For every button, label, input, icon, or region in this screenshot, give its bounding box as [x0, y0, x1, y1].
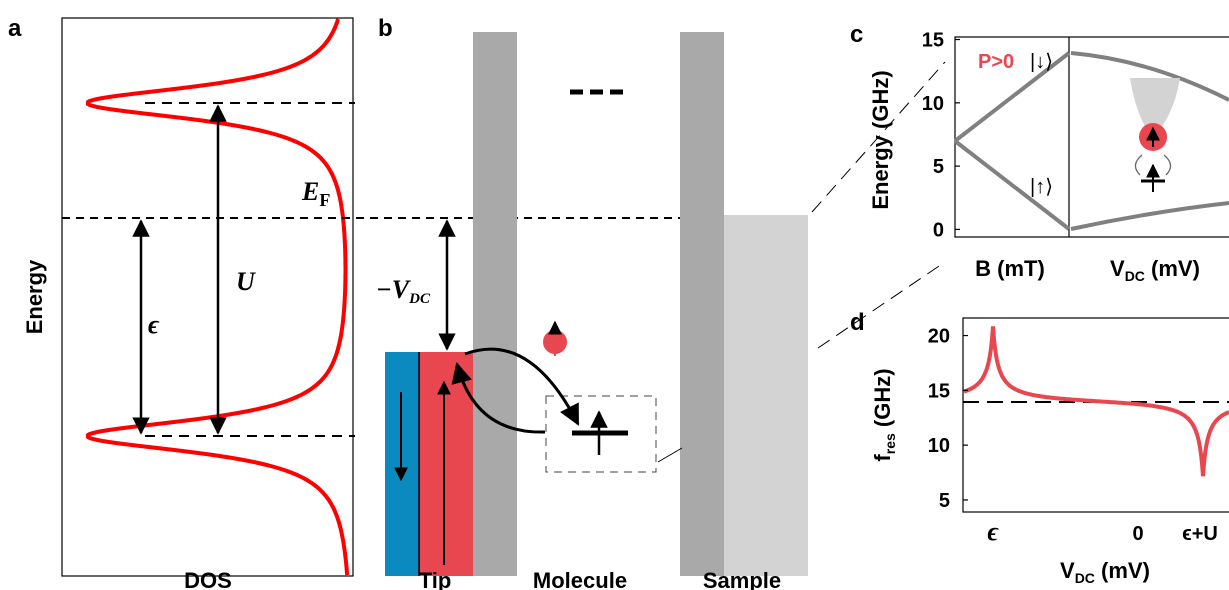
label-unit: (mV)	[1145, 256, 1200, 281]
bias-main: −V	[376, 275, 412, 304]
tip-cone	[1130, 78, 1180, 132]
bias-curve	[1070, 51, 1229, 102]
axes-frame	[954, 36, 1229, 238]
fermi-main: E	[301, 177, 319, 206]
bias-curve	[1070, 201, 1229, 231]
y-tick-label: 5	[939, 490, 950, 512]
x-axis-label: VDC (mV)	[1060, 558, 1150, 586]
molecule-label: Molecule	[533, 568, 627, 590]
label-main: V	[1060, 558, 1075, 583]
x-tick-label: ϵ+U	[1182, 523, 1218, 545]
panel-label: d	[850, 309, 865, 336]
label-unit: (mV)	[1095, 558, 1150, 583]
state-label: |↓⟩	[1030, 51, 1053, 73]
panel-label: a	[8, 15, 22, 42]
resonance-curve	[963, 326, 1229, 477]
label-sub: DC	[1075, 570, 1095, 586]
exchange-arrows	[1134, 154, 1172, 176]
fermi-sub: F	[319, 190, 330, 210]
polarization-label: P>0	[978, 51, 1014, 73]
label-unit: (GHz)	[870, 368, 895, 433]
zeeman-line	[953, 51, 1071, 143]
tip-barrier	[473, 32, 517, 576]
x-axis-label: B (mT)	[975, 256, 1045, 281]
zoom-line	[811, 61, 946, 213]
label-main: f	[870, 454, 895, 462]
panel-label: b	[378, 15, 393, 42]
y-tick-label: 20	[928, 326, 950, 348]
x-axis-label: DOS	[184, 568, 232, 590]
tunnel-arrow	[464, 347, 580, 426]
tunnel-arrow	[451, 361, 546, 434]
zeeman-line	[953, 139, 1071, 231]
y-tick-label: 0	[933, 219, 944, 241]
sample-block	[724, 215, 808, 576]
y-tick-label: 15	[928, 380, 950, 402]
y-tick-label: 5	[933, 156, 944, 178]
zoom-line	[817, 261, 946, 349]
dos-frame	[61, 17, 354, 577]
fermi-label: EF	[301, 177, 330, 210]
zoom-line	[657, 447, 683, 463]
y-axis-label: Energy (GHz)	[868, 70, 893, 209]
y-axis-label: Energy	[22, 259, 47, 334]
x-axis-label: VDC (mV)	[1110, 256, 1200, 284]
sample-label: Sample	[703, 568, 781, 590]
y-tick-label: 10	[922, 93, 944, 115]
x-tick-label: ϵ	[987, 517, 999, 546]
axes-frame	[962, 317, 1229, 513]
u-label: U	[236, 267, 256, 296]
label-main: V	[1110, 256, 1125, 281]
zoom-box	[545, 395, 657, 473]
y-tick-label: 10	[928, 435, 950, 457]
y-axis-label: fres (GHz)	[870, 368, 898, 461]
state-label: |↑⟩	[1030, 176, 1053, 198]
dos-curve	[86, 18, 350, 576]
bias-sub: DC	[408, 291, 431, 307]
y-tick-label: 15	[922, 30, 944, 52]
tip-label: Tip	[419, 568, 452, 590]
sample-barrier	[680, 32, 724, 576]
label-sub: res	[882, 433, 898, 454]
bias-label: −VDC	[376, 275, 431, 307]
epsilon-label: ϵ	[148, 310, 160, 339]
x-tick-label: 0	[1132, 523, 1143, 545]
panel-label: c	[850, 21, 863, 48]
label-sub: DC	[1125, 268, 1145, 284]
